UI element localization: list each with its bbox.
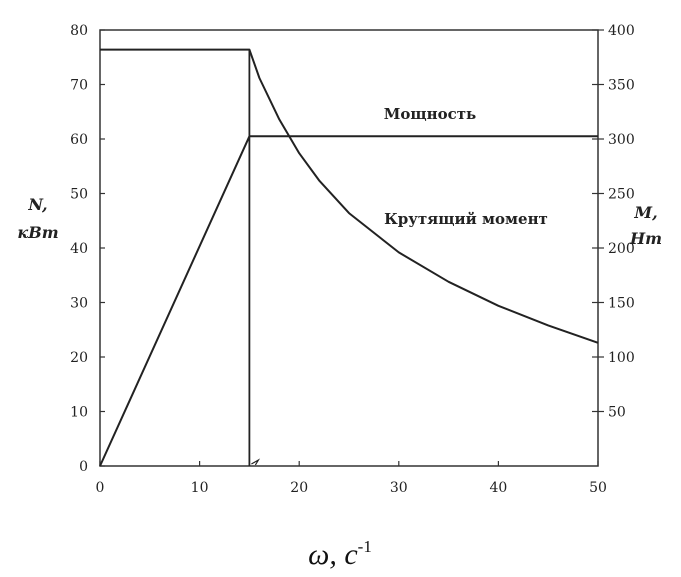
right-tick-label: 300 bbox=[608, 132, 635, 148]
series-label-torque: Крутящий момент bbox=[384, 210, 548, 228]
left-tick-label: 0 bbox=[79, 459, 88, 475]
x-tick-label: 20 bbox=[290, 480, 308, 496]
series-lines bbox=[99, 48, 599, 467]
x-tick-label: 50 bbox=[589, 480, 607, 496]
left-tick-label: 10 bbox=[70, 405, 88, 421]
right-tick-label: 50 bbox=[608, 405, 626, 421]
left-tick-label: 70 bbox=[70, 78, 88, 94]
x-axis-title: ω, c-1 bbox=[308, 537, 372, 571]
right-tick-label: 150 bbox=[608, 296, 635, 312]
left-tick-label: 30 bbox=[70, 296, 88, 312]
left-axis-title-line1: N, bbox=[27, 195, 47, 214]
x-tick-label: 40 bbox=[489, 480, 507, 496]
right-axis-ticks: 50 100 150 200 250 300 350 400 bbox=[592, 23, 635, 421]
right-tick-label: 400 bbox=[608, 23, 635, 39]
right-tick-label: 100 bbox=[608, 350, 635, 366]
left-tick-label: 40 bbox=[70, 241, 88, 257]
left-tick-label: 50 bbox=[70, 187, 88, 203]
base-speed-marker bbox=[251, 458, 261, 466]
x-axis-title-sup: -1 bbox=[358, 537, 372, 556]
right-tick-label: 250 bbox=[608, 187, 635, 203]
x-tick-label: 30 bbox=[390, 480, 408, 496]
right-axis-title-line1: M, bbox=[633, 203, 657, 222]
torque-line bbox=[100, 48, 599, 344]
x-tick-label: 10 bbox=[191, 480, 209, 496]
series-label-power: Мощность bbox=[384, 105, 476, 123]
right-tick-label: 350 bbox=[608, 78, 635, 94]
left-tick-label: 60 bbox=[70, 132, 88, 148]
right-tick-label: 200 bbox=[608, 241, 635, 257]
left-axis-ticks: 0 10 20 30 40 50 60 70 80 bbox=[70, 23, 105, 475]
x-axis-ticks: 0 10 20 30 40 50 bbox=[96, 461, 607, 496]
x-axis-title-main: ω, c bbox=[308, 538, 358, 571]
right-axis-title-line2: Нт bbox=[629, 229, 662, 248]
left-tick-label: 20 bbox=[70, 350, 88, 366]
left-axis-title-line2: кВт bbox=[17, 223, 58, 242]
x-tick-label: 0 bbox=[96, 480, 105, 496]
left-tick-label: 80 bbox=[70, 23, 88, 39]
